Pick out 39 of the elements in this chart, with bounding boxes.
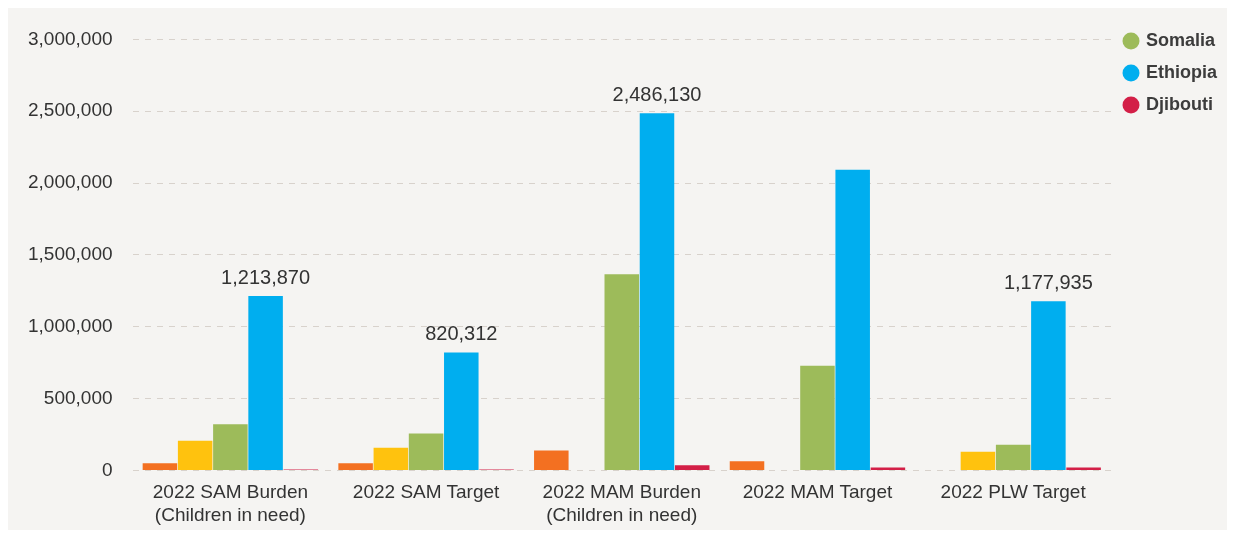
data-label: 820,312 [425, 322, 498, 345]
bar [142, 463, 178, 470]
y-tick-label: 1,500,000 [27, 243, 113, 265]
bar [870, 467, 906, 470]
y-tick-label: 0 [101, 458, 113, 480]
y-tick-label: 2,000,000 [27, 171, 113, 193]
y-tick-label: 3,000,000 [27, 27, 113, 49]
bar [729, 461, 765, 470]
bar [835, 169, 870, 470]
x-tick-label: 2022 MAM Burden (Children in need) [542, 481, 701, 525]
bar [177, 440, 213, 470]
y-tick-label: 1,000,000 [27, 314, 113, 336]
y-tick-label: 500,000 [43, 386, 113, 408]
y-tick-label: 2,500,000 [27, 99, 113, 121]
bar [674, 465, 710, 470]
legend-label: Djibouti [1146, 93, 1213, 114]
bar [534, 450, 569, 470]
bar [408, 433, 444, 470]
bar [604, 274, 640, 470]
bar [639, 113, 675, 470]
bar [444, 352, 479, 470]
bar [213, 424, 248, 470]
bar [338, 463, 373, 470]
bar [800, 365, 835, 470]
bar [1031, 301, 1066, 470]
data-label: 1,213,870 [221, 265, 311, 288]
data-label: 2,486,130 [612, 82, 702, 105]
bar [995, 444, 1031, 470]
bar [248, 296, 283, 470]
x-tick-label: 2022 SAM Burden (Children in need) [152, 481, 309, 525]
x-tick-label: 2022 PLW Target [940, 481, 1087, 503]
x-tick-label: 2022 SAM Target [352, 481, 501, 503]
bar [373, 447, 409, 470]
data-label: 1,177,935 [1003, 270, 1093, 293]
legend-label: Ethiopia [1146, 61, 1218, 82]
legend-label: Somalia [1146, 29, 1217, 50]
bar [960, 451, 996, 470]
bar [1066, 467, 1101, 470]
x-tick-label: 2022 MAM Target [742, 481, 893, 503]
